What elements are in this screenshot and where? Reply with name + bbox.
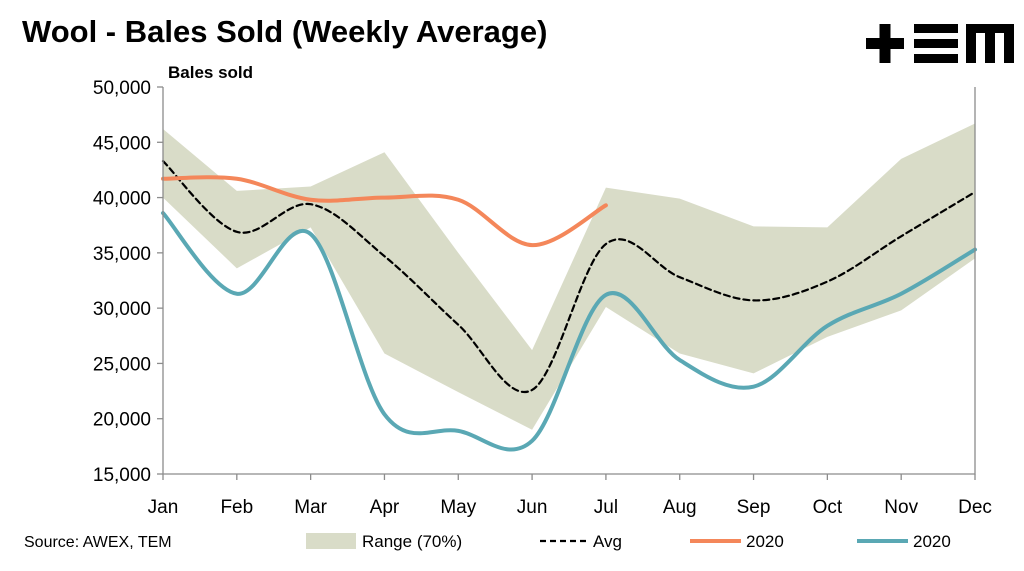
range-band: [163, 123, 975, 430]
x-tick-label: May: [440, 497, 476, 518]
x-tick-label: Jul: [594, 497, 618, 518]
y-tick-label: 20,000: [93, 410, 151, 431]
x-tick-label: Aug: [663, 497, 697, 518]
x-tick-label: Mar: [294, 497, 327, 518]
x-tick-label: Oct: [813, 497, 843, 518]
legend-label-dashed: Avg: [593, 532, 622, 551]
x-tick-label: Nov: [884, 497, 918, 518]
legend-label-solid-teal: 2020: [913, 532, 951, 551]
x-tick-label: Dec: [958, 497, 992, 518]
y-tick-label: 25,000: [93, 354, 151, 375]
axis-frame: [162, 87, 976, 475]
y-tick-label: 30,000: [93, 299, 151, 320]
tem-logo-icon: [866, 24, 1014, 63]
x-tick-label: Feb: [220, 497, 253, 518]
legend-label-range: Range (70%): [362, 532, 462, 551]
y-tick-label: 40,000: [93, 189, 151, 210]
y-tick-label: 45,000: [93, 133, 151, 154]
y-axis-label: Bales sold: [168, 63, 253, 82]
series-line-solid-teal: [161, 211, 977, 452]
legend-label-solid-orange: 2020: [746, 532, 784, 551]
x-tick-label: Jun: [517, 497, 548, 518]
source-note: Source: AWEX, TEM: [24, 534, 172, 551]
y-tick-label: 15,000: [93, 465, 151, 486]
chart-title: Wool - Bales Sold (Weekly Average): [22, 14, 548, 49]
series-line-solid-orange: [161, 175, 608, 248]
x-tick-label: Apr: [370, 497, 400, 518]
series-line-dashed: [161, 159, 977, 394]
y-tick-label: 50,000: [93, 78, 151, 99]
legend-swatch-range: [306, 533, 356, 549]
y-tick-label: 35,000: [93, 244, 151, 265]
x-tick-label: Jan: [148, 497, 179, 518]
x-tick-label: Sep: [737, 497, 771, 518]
